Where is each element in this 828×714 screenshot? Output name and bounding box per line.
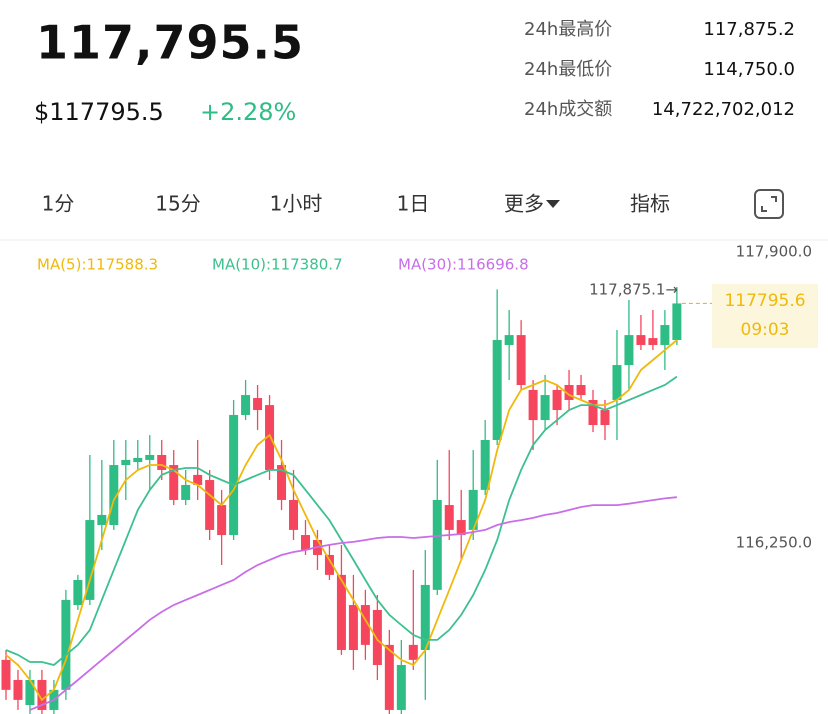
plot [1, 286, 682, 714]
fullscreen-button[interactable] [754, 189, 784, 219]
legend-ma10: MA(10):117380.7 [212, 256, 343, 274]
candle-body [37, 679, 47, 710]
ma-line [29, 496, 677, 711]
candle-body [492, 340, 502, 441]
candle-body [13, 679, 23, 700]
candle-body [480, 440, 490, 490]
ma-line [5, 339, 678, 702]
candle-body [336, 574, 346, 650]
candle-body [324, 554, 334, 575]
ma-line [5, 375, 678, 666]
stat-value: 117,875.2 [703, 19, 795, 40]
candle-body [133, 457, 143, 463]
candle-body [504, 335, 514, 345]
stat-label: 24h成交额 [524, 99, 612, 120]
stat-label: 24h最高价 [524, 19, 612, 40]
change: +2.28% [200, 98, 296, 126]
y-tick-label: 117,900.0 [736, 243, 812, 261]
candle-body [672, 303, 682, 341]
candle-body [145, 454, 155, 460]
candle-body [97, 514, 107, 525]
candle-body [408, 644, 418, 660]
candle-body [1, 659, 11, 690]
candle-body [277, 465, 287, 500]
candle-body [360, 605, 370, 645]
candle-body [516, 335, 526, 385]
candle-body [528, 389, 538, 421]
candle-body [384, 644, 394, 710]
tab[interactable]: 15分 [155, 192, 200, 216]
candle-body [253, 398, 263, 411]
tab[interactable]: 更多 [504, 192, 544, 216]
candle-body [229, 414, 239, 536]
candle-body [157, 454, 167, 470]
candle-body [420, 584, 430, 650]
dropdown-arrow [546, 200, 560, 208]
candle-body [648, 338, 658, 345]
candle-body [300, 535, 310, 551]
candle-body [193, 474, 203, 485]
candle-body [576, 384, 586, 396]
candle-body [372, 609, 382, 665]
candle-body [289, 499, 299, 530]
candle-body [444, 505, 454, 530]
candle-body [468, 489, 478, 530]
tab[interactable]: 1小时 [270, 192, 323, 216]
legend-ma5: MA(5):117588.3 [37, 256, 158, 274]
candle-body [600, 410, 610, 426]
tab[interactable]: 指标 [630, 192, 670, 216]
usd-price: $117795.5 [34, 98, 164, 126]
candle-body [61, 599, 71, 690]
candle-body [109, 465, 119, 525]
candle-body [25, 679, 35, 706]
candle-body [660, 325, 670, 345]
y-tick-label: 116,250.0 [736, 533, 812, 551]
stat-label: 24h最低价 [524, 59, 612, 80]
candle-body [181, 484, 191, 500]
candle-body [396, 664, 406, 710]
candle-body [552, 389, 562, 411]
candle-body [348, 605, 358, 650]
candle-body [636, 335, 646, 345]
tab-bar: 1分 15分 1小时 1日 更多 指标 [42, 192, 670, 216]
tab[interactable]: 1日 [397, 192, 430, 216]
candle-body [588, 399, 598, 426]
candle-body [205, 480, 215, 530]
candle-body [540, 395, 550, 421]
candle-body [121, 459, 131, 466]
legend-ma30: MA(30):116696.8 [398, 256, 529, 274]
candle-body [265, 405, 275, 470]
last-price-box [712, 284, 818, 348]
candle-body [456, 520, 466, 536]
last-time: 09:03 [741, 320, 790, 340]
tab[interactable]: 1分 [42, 192, 75, 216]
candle-body [624, 335, 634, 366]
candle-body [169, 465, 179, 500]
candle-body [612, 365, 622, 400]
candle-body [73, 579, 83, 606]
candle-body [217, 505, 227, 536]
candle-body [564, 384, 574, 400]
price: 117,795.5 [36, 16, 304, 70]
stat-value: 114,750.0 [703, 59, 795, 80]
candle-body [241, 395, 251, 415]
last-price: 117795.6 [724, 291, 805, 311]
stat-value: 14,722,702,012 [652, 99, 795, 120]
candle-body [85, 520, 95, 600]
high-annotation: 117,875.1→ [589, 281, 678, 299]
candle-body [432, 499, 442, 590]
